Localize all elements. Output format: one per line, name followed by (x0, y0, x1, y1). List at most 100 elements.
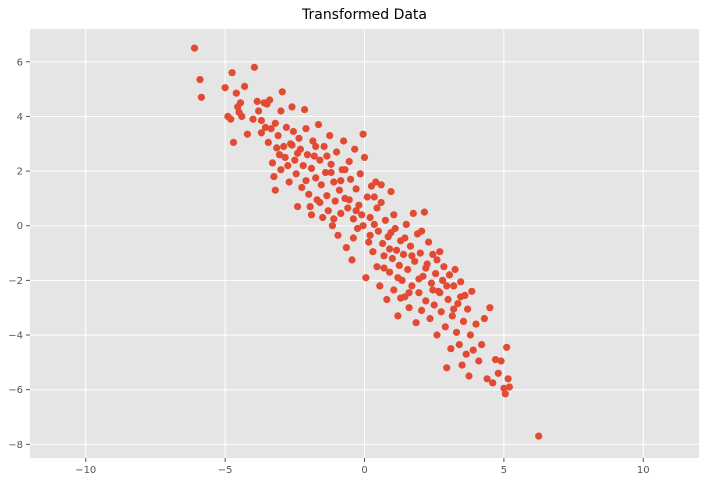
scatter-point (284, 162, 292, 170)
scatter-point (271, 186, 279, 194)
scatter-point (328, 222, 336, 230)
scatter-point (426, 315, 434, 323)
scatter-point (486, 304, 494, 312)
scatter-point (390, 286, 398, 294)
scatter-point (277, 166, 285, 174)
scatter-point (323, 192, 331, 200)
scatter-point (430, 301, 438, 309)
scatter-point (380, 264, 388, 272)
scatter-point (425, 238, 433, 246)
scatter-point (489, 379, 497, 387)
scatter-point (353, 224, 362, 233)
scatter-point (277, 107, 285, 115)
scatter-point (236, 99, 245, 107)
scatter-point (443, 364, 451, 372)
scatter-point (348, 256, 356, 264)
scatter-point (241, 82, 249, 90)
scatter-point (197, 93, 205, 101)
scatter-point (366, 231, 374, 239)
scatter-point (344, 204, 352, 212)
scatter-point (503, 343, 511, 351)
scatter-point (535, 432, 543, 440)
x-tick-label: −10 (75, 465, 96, 476)
scatter-point (257, 116, 265, 125)
scatter-point (314, 121, 323, 129)
scatter-point (454, 300, 462, 308)
scatter-point (312, 174, 320, 182)
scatter-point (292, 170, 300, 178)
scatter-point (261, 123, 270, 131)
scatter-point (333, 148, 341, 156)
scatter-point (501, 390, 509, 398)
scatter-point (464, 305, 472, 313)
y-tick-label: 2 (17, 167, 23, 178)
scatter-point (420, 208, 428, 216)
scatter-point (404, 265, 412, 274)
scatter-point (285, 178, 293, 186)
scatter-point (253, 97, 261, 105)
scatter-point (444, 295, 452, 304)
data-points (190, 44, 543, 440)
scatter-point (408, 252, 416, 260)
y-tick-label: 4 (17, 112, 23, 123)
scatter-point (312, 142, 320, 151)
scatter-point (345, 157, 353, 166)
scatter-point (294, 149, 302, 157)
scatter-point (282, 123, 290, 131)
scatter-point (374, 227, 382, 235)
scatter-point (307, 211, 316, 219)
scatter-point (379, 239, 387, 248)
scatter-point (289, 127, 297, 136)
scatter-point (316, 156, 324, 164)
scatter-point (243, 130, 251, 138)
scatter-point (327, 168, 335, 177)
x-axis-ticks: −10 −5 0 5 10 (75, 458, 650, 476)
scatter-point (452, 328, 461, 336)
scatter-point (422, 264, 430, 272)
scatter-point (418, 227, 426, 235)
scatter-point (362, 274, 370, 282)
scatter-point (429, 250, 437, 258)
scatter-point (394, 274, 402, 282)
scatter-point (475, 357, 483, 365)
scatter-point (394, 312, 402, 320)
scatter-point (504, 375, 512, 383)
scatter-point (433, 331, 441, 339)
scatter-point (437, 308, 445, 316)
scatter-point (227, 115, 235, 123)
scatter-point (320, 142, 328, 151)
y-tick-label: −6 (8, 385, 23, 396)
scatter-point (439, 276, 447, 284)
scatter-point (377, 198, 385, 207)
scatter-point (459, 317, 468, 325)
scatter-point (280, 142, 288, 151)
scatter-point (349, 215, 357, 223)
scatter-point (221, 84, 229, 92)
scatter-point (411, 257, 419, 265)
scatter-point (303, 151, 311, 159)
scatter-point (405, 289, 413, 297)
scatter-point (370, 193, 378, 201)
scatter-point (381, 216, 389, 224)
scatter-point (316, 198, 324, 207)
scatter-point (415, 289, 423, 297)
scatter-point (335, 186, 343, 194)
scatter-point (264, 138, 272, 146)
scatter-point (309, 137, 317, 145)
scatter-point (494, 369, 502, 377)
scatter-point (469, 346, 477, 354)
scatter-point (390, 211, 398, 219)
y-tick-label: 6 (17, 57, 23, 68)
scatter-point (472, 320, 480, 328)
scatter-point (298, 183, 306, 192)
scatter-point (295, 134, 303, 142)
scatter-point (278, 88, 286, 96)
scatter-point (445, 271, 454, 279)
scatter-point (409, 209, 417, 217)
scatter-point (427, 279, 435, 287)
scatter-point (500, 384, 508, 392)
scatter-point (266, 96, 274, 104)
scatter-point (436, 289, 444, 297)
x-tick-label: 5 (501, 465, 507, 476)
scatter-point (436, 248, 444, 256)
